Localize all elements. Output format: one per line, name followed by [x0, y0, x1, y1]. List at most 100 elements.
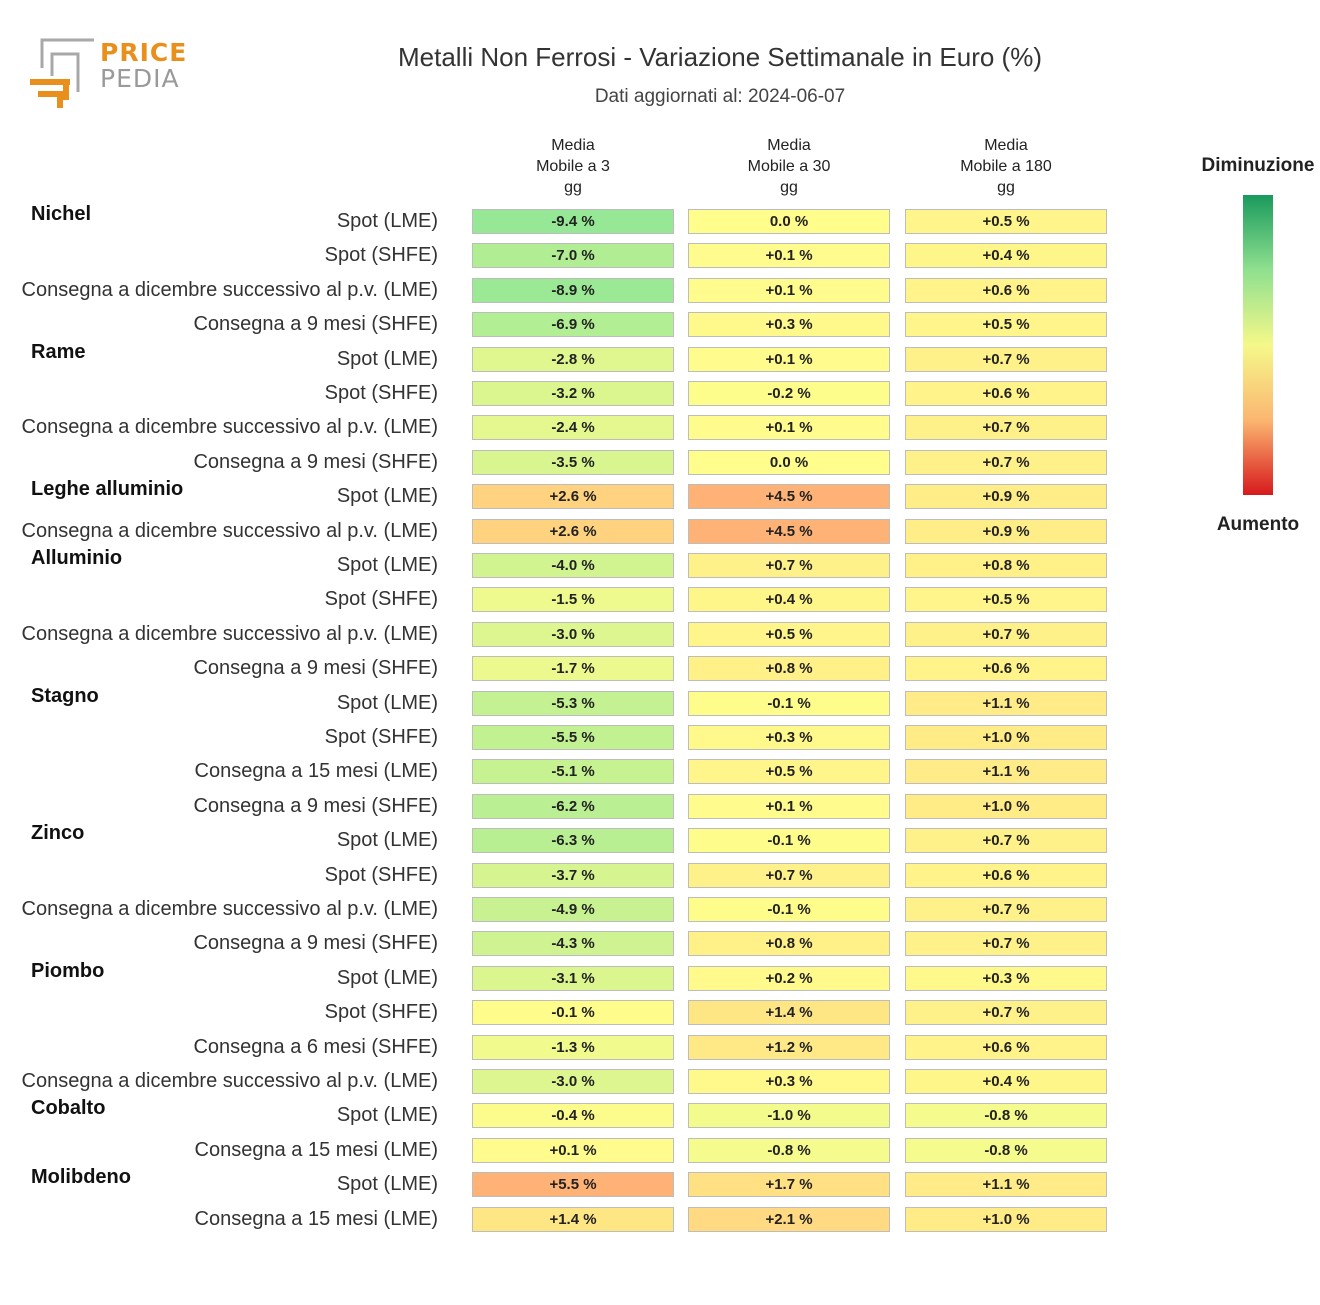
row-label: Consegna a 9 mesi (SHFE): [193, 313, 438, 336]
heatmap-cell: -0.1 %: [472, 1000, 674, 1026]
heatmap-cell: -4.3 %: [472, 931, 674, 957]
heatmap-cell: -0.8 %: [905, 1103, 1107, 1129]
heatmap-cell: +0.3 %: [688, 1069, 890, 1094]
heatmap-cell: +0.7 %: [688, 553, 890, 578]
row-label: Consegna a 9 mesi (SHFE): [193, 932, 438, 955]
row-label: Consegna a 15 mesi (LME): [194, 1207, 438, 1230]
chart-title: Metalli Non Ferrosi - Variazione Settima…: [398, 42, 1042, 72]
heatmap-cell: +1.4 %: [688, 1000, 890, 1026]
row-label: Consegna a dicembre successivo al p.v. (…: [21, 416, 438, 439]
row-label: Spot (LME): [336, 966, 438, 989]
heatmap-cell: -0.8 %: [905, 1137, 1107, 1163]
heatmap-cell: +0.7 %: [905, 1000, 1107, 1026]
logo-price-text: PRICE: [100, 38, 188, 67]
heatmap-cell: +0.7 %: [905, 897, 1107, 922]
heatmap-cell: -0.1 %: [688, 828, 890, 854]
heatmap-cell: -5.3 %: [472, 690, 674, 716]
heatmap-cell: +0.7 %: [688, 862, 890, 888]
heatmap-cell: -0.1 %: [688, 690, 890, 716]
column-header: Media Mobile a 3 gg: [536, 137, 610, 196]
row-label: Spot (SHFE): [324, 726, 438, 748]
heatmap-cell: +0.6 %: [905, 656, 1107, 682]
heatmap-cell: -3.0 %: [472, 621, 674, 647]
logo-mark-icon: [30, 38, 94, 108]
heatmap-cell: -6.9 %: [472, 312, 674, 338]
heatmap-cell: +0.3 %: [905, 965, 1107, 991]
logo-pedia-text: PEDIA: [100, 64, 180, 93]
heatmap-cell: 0.0 %: [688, 449, 890, 475]
row-label: Consegna a dicembre successivo al p.v. (…: [21, 622, 438, 645]
heatmap-cell: +2.1 %: [688, 1206, 890, 1232]
heatmap-cell: -1.7 %: [472, 656, 674, 682]
row-label: Spot (LME): [336, 485, 438, 508]
heatmap-cell: +0.6 %: [905, 277, 1107, 303]
heatmap-cell: +0.5 %: [905, 587, 1107, 613]
row-label: Spot (SHFE): [324, 588, 438, 611]
heatmap-cell: +1.0 %: [905, 725, 1107, 750]
heatmap-cell: +0.3 %: [688, 312, 890, 338]
legend-bottom-label: Aumento: [1216, 514, 1300, 535]
heatmap-cell: +0.7 %: [905, 415, 1107, 441]
group-label: Zinco: [31, 822, 85, 845]
heatmap-cell: +5.5 %: [472, 1172, 674, 1198]
row-label: Spot (SHFE): [324, 244, 438, 267]
group-label: Molibdeno: [31, 1166, 131, 1189]
column-header: Media Mobile a 180 gg: [960, 137, 1052, 196]
heatmap-cell: -4.0 %: [472, 553, 674, 578]
heatmap-cell: -3.1 %: [472, 965, 674, 991]
group-label: Rame: [31, 340, 86, 363]
pricepedia-logo: PRICE PEDIA: [28, 36, 198, 112]
row-label: Spot (LME): [336, 347, 438, 370]
heatmap-cell: -4.9 %: [472, 897, 674, 922]
heatmap-cell: -3.0 %: [472, 1069, 674, 1094]
heatmap-cell: +0.7 %: [905, 449, 1107, 475]
heatmap-cell: +0.4 %: [905, 243, 1107, 269]
heatmap-cell: +0.5 %: [905, 312, 1107, 338]
heatmap-cell: +4.5 %: [688, 484, 890, 510]
row-label: Consegna a 9 mesi (SHFE): [193, 450, 438, 473]
row-label: Spot (LME): [336, 1104, 438, 1127]
heatmap-cell: +0.1 %: [688, 415, 890, 441]
heatmap-cell: -6.2 %: [472, 793, 674, 819]
heatmap-cell: +0.7 %: [905, 621, 1107, 647]
heatmap-cell: +0.1 %: [688, 346, 890, 372]
legend-color-scale: [1243, 195, 1273, 495]
heatmap-cell: -3.5 %: [472, 449, 674, 475]
row-label: Consegna a 15 mesi (LME): [194, 760, 438, 783]
heatmap-cell: +1.4 %: [472, 1206, 674, 1232]
legend-top-label: Diminuzione: [1201, 155, 1315, 176]
heatmap-cell: -6.3 %: [472, 828, 674, 854]
group-label: Nichel: [31, 203, 92, 225]
heatmap-cell: 0.0 %: [688, 209, 890, 234]
row-label: Spot (LME): [336, 210, 438, 232]
group-label: Alluminio: [31, 547, 123, 569]
heatmap-cell: +0.3 %: [688, 725, 890, 750]
row-label: Consegna a dicembre successivo al p.v. (…: [21, 519, 438, 542]
heatmap-cell: -5.5 %: [472, 725, 674, 750]
heatmap-cell: +0.9 %: [905, 484, 1107, 510]
row-label: Consegna a 9 mesi (SHFE): [193, 794, 438, 817]
row-label: Consegna a dicembre successivo al p.v. (…: [21, 898, 438, 920]
heatmap-cell: -1.5 %: [472, 587, 674, 613]
heatmap-cell: +1.1 %: [905, 1172, 1107, 1198]
group-label: Piombo: [31, 959, 105, 982]
row-label: Consegna a dicembre successivo al p.v. (…: [21, 1070, 438, 1092]
row-label: Spot (LME): [336, 1173, 438, 1196]
heatmap-cell: +4.5 %: [688, 518, 890, 544]
heatmap-cell: +1.1 %: [905, 759, 1107, 785]
heatmap-cell: +0.1 %: [472, 1137, 674, 1163]
heatmap-cell: +0.7 %: [905, 828, 1107, 854]
heatmap-cell: -3.7 %: [472, 862, 674, 888]
heatmap-cell: +0.1 %: [688, 793, 890, 819]
heatmap-cell: -7.0 %: [472, 243, 674, 269]
heatmap-cell: +0.5 %: [688, 759, 890, 785]
column-header: Media Mobile a 30 gg: [747, 137, 831, 196]
heatmap-cell: -1.0 %: [688, 1103, 890, 1129]
heatmap-cell: +0.8 %: [688, 656, 890, 682]
heatmap-cell: +1.2 %: [688, 1034, 890, 1060]
heatmap-cell: +0.4 %: [905, 1069, 1107, 1094]
row-label: Consegna a 15 mesi (LME): [194, 1138, 438, 1161]
heatmap-cell: +0.5 %: [905, 209, 1107, 234]
heatmap-cell: +0.4 %: [688, 587, 890, 613]
heatmap-cell: -1.3 %: [472, 1034, 674, 1060]
